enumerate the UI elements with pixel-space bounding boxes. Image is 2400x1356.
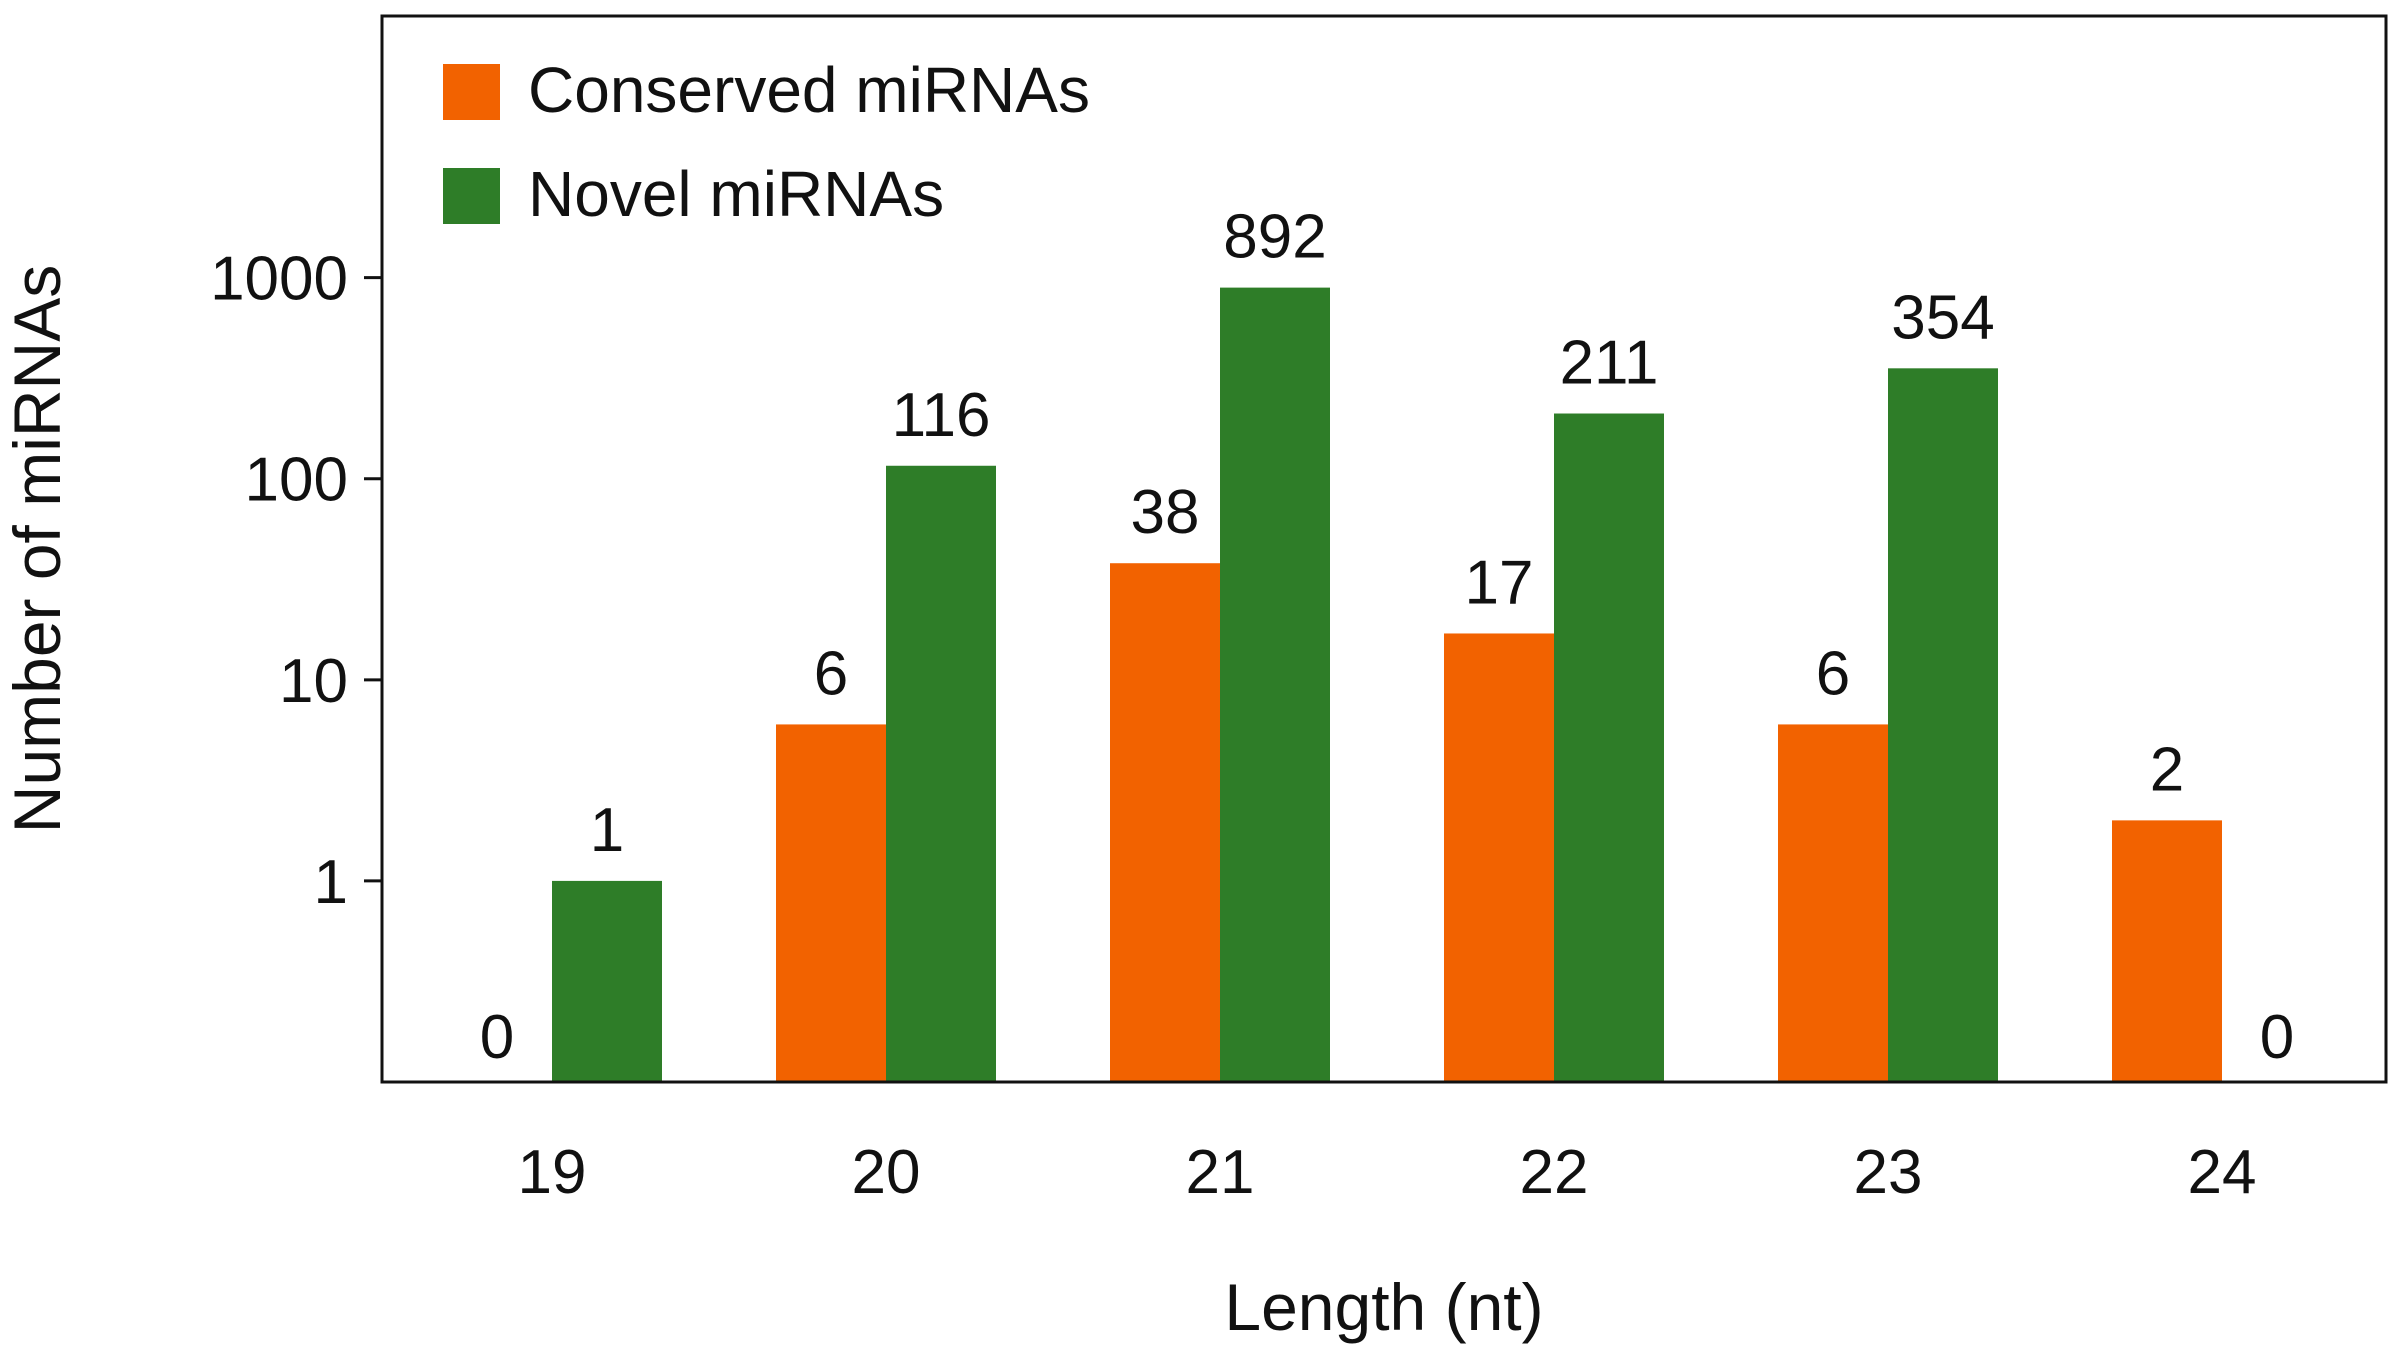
legend-label-novel: Novel miRNAs [528,158,944,230]
legend-label-conserved: Conserved miRNAs [528,54,1090,126]
data-label-conserved-21: 38 [1131,478,1200,547]
x-tick-label-22: 22 [1520,1138,1589,1207]
legend-swatch-conserved [443,64,500,120]
data-label-conserved-19: 0 [480,1003,514,1072]
bar-novel-19 [552,880,662,1082]
bar-conserved-20 [776,724,886,1082]
data-label-novel-24: 0 [2260,1003,2294,1072]
bar-novel-22 [1554,413,1664,1082]
data-labels-group: 0 1 6 116 38 892 17 211 6 354 2 0 [480,203,2294,1072]
bar-conserved-21 [1110,563,1220,1082]
x-tick-label-24: 24 [2188,1138,2257,1207]
data-label-conserved-22: 17 [1465,548,1534,617]
x-tick-label-23: 23 [1854,1138,1923,1207]
y-tick-label-10: 10 [279,647,348,716]
data-label-novel-19: 1 [590,796,624,865]
x-tick-label-20: 20 [852,1138,921,1207]
y-tick-label-1000: 1000 [210,245,348,314]
bar-conserved-23 [1778,724,1888,1082]
data-label-conserved-24: 2 [2150,735,2184,804]
x-tick-label-21: 21 [1186,1138,1255,1207]
bar-conserved-22 [1444,633,1554,1082]
bar-novel-20 [886,465,996,1082]
data-label-novel-21: 892 [1223,203,1326,272]
x-tick-label-19: 19 [518,1138,587,1207]
x-axis-title: Length (nt) [1224,1270,1543,1344]
y-axis-title: Number of miRNAs [0,265,74,833]
y-tick-label-100: 100 [245,446,348,515]
bar-novel-23 [1888,368,1998,1082]
plot-frame [380,14,2388,1084]
bar-conserved-24 [2112,820,2222,1082]
bars-group [552,287,2222,1082]
data-label-novel-23: 354 [1891,283,1994,352]
bar-novel-21 [1220,287,1330,1082]
data-label-conserved-20: 6 [814,639,848,708]
data-label-conserved-23: 6 [1816,639,1850,708]
data-label-novel-22: 211 [1560,329,1659,398]
legend-swatch-novel [443,168,500,224]
legend: Conserved miRNAs Novel miRNAs [443,54,1090,230]
x-axis: 19 20 21 22 23 24 [518,1138,2257,1207]
data-label-novel-20: 116 [892,381,991,450]
y-tick-label-1: 1 [314,848,348,917]
y-axis: 1 10 100 1000 [210,245,382,917]
